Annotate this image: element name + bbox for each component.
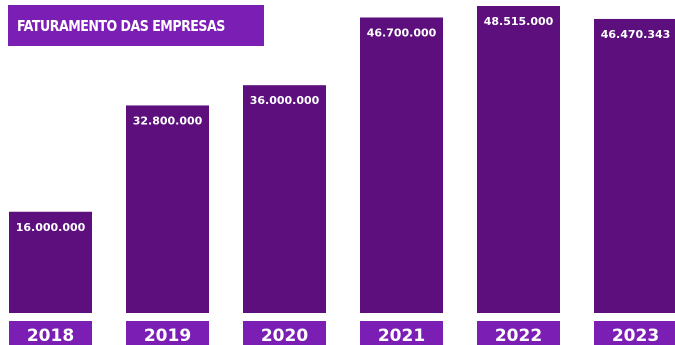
year-label-box-2020 [243, 321, 326, 345]
year-label-box-2018 [9, 321, 92, 345]
value-label-2021: 46.700.000 [367, 26, 437, 39]
bar-2018 [9, 211, 92, 313]
value-label-2018: 16.000.000 [16, 221, 86, 234]
year-label-box-2021 [360, 321, 443, 345]
chart-title: FATURAMENTO DAS EMPRESAS [17, 16, 225, 35]
year-label-2018: 2018 [27, 326, 74, 345]
value-label-2023: 46.470.343 [601, 28, 671, 41]
year-label-2021: 2021 [378, 326, 425, 345]
chart-title-box: FATURAMENTO DAS EMPRESAS [8, 5, 264, 46]
bar-2019 [126, 105, 209, 313]
bar-2023 [594, 18, 675, 313]
value-label-2019: 32.800.000 [133, 114, 203, 127]
value-label-2022: 48.515.000 [484, 15, 554, 28]
bar-2022 [477, 6, 560, 313]
value-label-2020: 36.000.000 [250, 94, 320, 107]
year-label-2020: 2020 [261, 326, 308, 345]
year-label-box-2023 [594, 321, 675, 345]
year-label-2022: 2022 [495, 326, 542, 345]
year-label-2019: 2019 [144, 326, 191, 345]
year-label-box-2019 [126, 321, 209, 345]
bar-2020 [243, 85, 326, 313]
year-label-2023: 2023 [612, 326, 659, 345]
bar-2021 [360, 17, 443, 314]
year-label-box-2022 [477, 321, 560, 345]
